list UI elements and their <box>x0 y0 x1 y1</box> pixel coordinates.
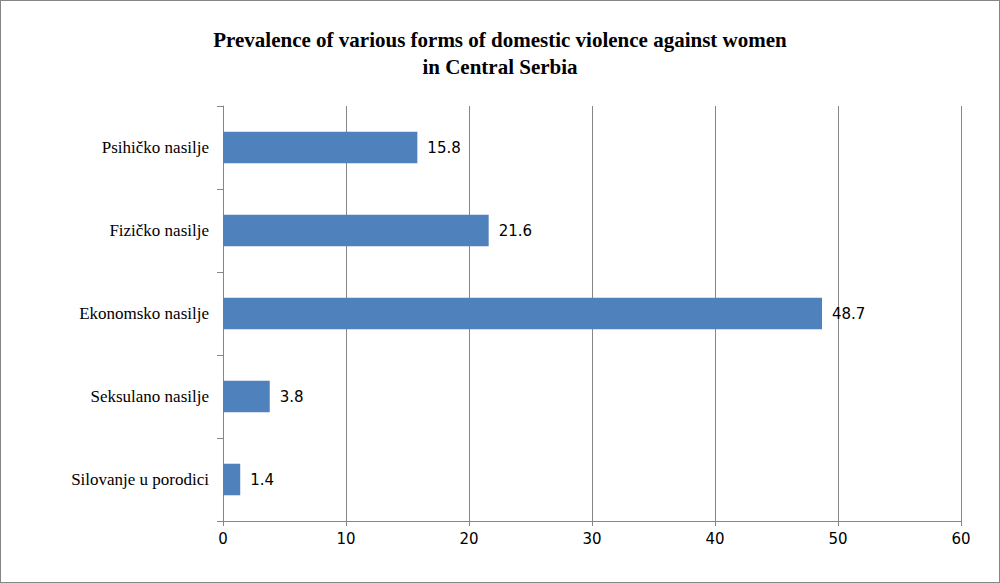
svg-text:50: 50 <box>828 530 847 548</box>
svg-text:Silovanje u porodici: Silovanje u porodici <box>71 470 209 489</box>
svg-text:Prevalence of various forms of: Prevalence of various forms of domestic … <box>213 28 787 52</box>
svg-text:15.8: 15.8 <box>427 139 460 157</box>
svg-text:3.8: 3.8 <box>280 388 304 406</box>
svg-text:21.6: 21.6 <box>499 222 532 240</box>
svg-text:Fizičko nasilje: Fizičko nasilje <box>109 221 209 240</box>
svg-text:60: 60 <box>951 530 970 548</box>
svg-text:20: 20 <box>459 530 478 548</box>
svg-text:48.7: 48.7 <box>832 305 865 323</box>
svg-text:30: 30 <box>582 530 601 548</box>
svg-text:in Central Serbia: in Central Serbia <box>422 55 578 79</box>
svg-text:10: 10 <box>336 530 355 548</box>
svg-text:Seksulano nasilje: Seksulano nasilje <box>90 387 209 406</box>
svg-text:1.4: 1.4 <box>250 471 274 489</box>
svg-text:Psihičko nasilje: Psihičko nasilje <box>102 138 209 157</box>
svg-text:Ekonomsko nasilje: Ekonomsko nasilje <box>79 304 209 323</box>
svg-text:0: 0 <box>218 530 228 548</box>
svg-text:40: 40 <box>705 530 724 548</box>
